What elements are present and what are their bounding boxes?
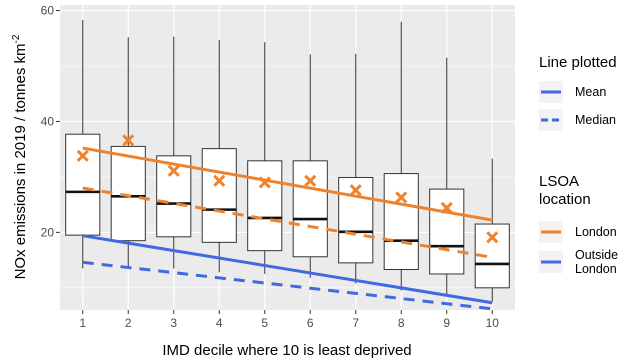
box-iqr xyxy=(429,188,465,275)
mean-marker-stroke xyxy=(486,231,499,244)
mean-marker-stroke xyxy=(258,176,271,189)
y-tick-label: 20 xyxy=(41,225,55,239)
box-iqr xyxy=(383,173,419,271)
legend-label-location: London xyxy=(575,262,617,276)
mean-marker-x xyxy=(258,176,271,189)
x-tick-label: 9 xyxy=(443,316,450,330)
fit-line-london-median xyxy=(82,186,493,259)
x-tick-label: 7 xyxy=(352,316,359,330)
mean-marker-stroke xyxy=(304,174,317,187)
box-iqr xyxy=(201,148,237,243)
x-tick-label: 1 xyxy=(79,316,86,330)
x-tick-label: 8 xyxy=(398,316,405,330)
mean-marker-x xyxy=(213,174,226,187)
fit-line-outside-london-median xyxy=(82,260,493,311)
mean-marker-stroke xyxy=(213,174,226,187)
box-decile-6 xyxy=(292,54,328,278)
mean-marker-x xyxy=(440,201,453,215)
x-tick-label: 10 xyxy=(486,316,500,330)
x-tick-label: 5 xyxy=(261,316,268,330)
y-tick-label: 60 xyxy=(41,4,55,18)
legend-title-lsoa-location: LSOA xyxy=(539,173,579,190)
mean-marker-x xyxy=(304,174,317,187)
x-tick-label: 4 xyxy=(216,316,223,330)
mean-marker-x xyxy=(349,184,362,197)
mean-marker-stroke xyxy=(167,164,180,177)
x-tick-label: 6 xyxy=(307,316,314,330)
y-axis-title-main: NOx emissions in 2019 / tonnes km xyxy=(12,43,29,279)
box-plots xyxy=(65,19,510,302)
box-decile-2 xyxy=(110,37,146,269)
mean-marker-x xyxy=(122,134,135,147)
legend-label-location: Outside xyxy=(575,248,618,262)
mean-marker-stroke xyxy=(76,149,89,162)
mean-marker-x xyxy=(167,164,180,177)
fit-lines xyxy=(82,146,493,311)
box-iqr xyxy=(110,145,146,242)
legend-label-median: Median xyxy=(575,113,616,127)
box-iqr xyxy=(292,160,328,258)
x-axis-title: IMD decile where 10 is least deprived xyxy=(162,342,411,359)
y-axis: 20 40 60 xyxy=(41,4,60,239)
y-axis-title-superscript: -2 xyxy=(11,34,22,43)
box-iqr xyxy=(156,155,192,238)
mean-marker-stroke xyxy=(122,134,135,147)
fit-line-london-mean xyxy=(82,146,493,222)
mean-marker-x xyxy=(76,149,89,162)
y-tick-label: 40 xyxy=(41,114,55,128)
legend-title-line-plotted: Line plotted xyxy=(539,54,617,71)
mean-marker-stroke xyxy=(349,184,362,197)
mean-marker-stroke xyxy=(440,201,453,215)
legend-title-lsoa-location: location xyxy=(539,191,591,208)
x-tick-label: 3 xyxy=(170,316,177,330)
box-decile-4 xyxy=(201,39,237,273)
x-axis: 1 2 3 4 5 6 7 8 9 10 xyxy=(79,310,499,330)
legend-label-mean: Mean xyxy=(575,85,606,99)
box-decile-9 xyxy=(429,57,465,297)
mean-marker-x xyxy=(395,191,408,204)
mean-markers xyxy=(76,134,499,244)
legend-key-bg xyxy=(539,109,563,131)
mean-marker-x xyxy=(486,231,499,244)
box-iqr xyxy=(247,160,283,252)
mean-marker-stroke xyxy=(395,191,408,204)
x-tick-label: 2 xyxy=(125,316,132,330)
fit-line-outside-london-mean xyxy=(82,234,493,305)
legend-label-location: London xyxy=(575,225,617,239)
y-axis-title: NOx emissions in 2019 / tonnes km-2 xyxy=(11,34,29,279)
box-decile-5 xyxy=(247,42,283,274)
